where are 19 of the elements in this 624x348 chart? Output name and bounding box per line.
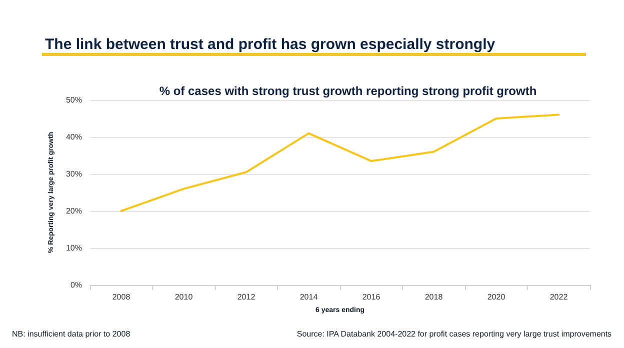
x-tick-label: 2020 xyxy=(487,292,506,302)
y-tick-label: 40% xyxy=(66,132,82,142)
y-tick-label: 30% xyxy=(66,170,82,178)
x-tick-label: 2010 xyxy=(174,292,194,302)
y-tick-label: 0% xyxy=(70,280,82,290)
x-tick-label: 2016 xyxy=(362,292,381,302)
x-tick-label: 2022 xyxy=(550,292,568,302)
x-tick-label: 2008 xyxy=(112,292,131,302)
text: NB: insufficient data prior to 2008 xyxy=(12,330,131,338)
y-tick-label: 50% xyxy=(66,96,82,104)
chart-title: The link between trust and profit has grown especially strongly xyxy=(45,36,496,53)
x-tick-label: 2012 xyxy=(237,292,256,302)
y-tick-label: 20% xyxy=(66,206,82,216)
y-tick-label: 10% xyxy=(66,244,82,252)
x-tick-label: 2018 xyxy=(424,292,444,302)
source-note: Source: IPA Databank 2004-2022 for profit cases reporting very large trust improvements xyxy=(296,330,612,338)
x-tick-label: 2014 xyxy=(300,292,318,302)
line-series xyxy=(120,114,560,212)
chart-subtitle: % of cases with strong trust growth reporting strong profit growth xyxy=(159,84,537,98)
